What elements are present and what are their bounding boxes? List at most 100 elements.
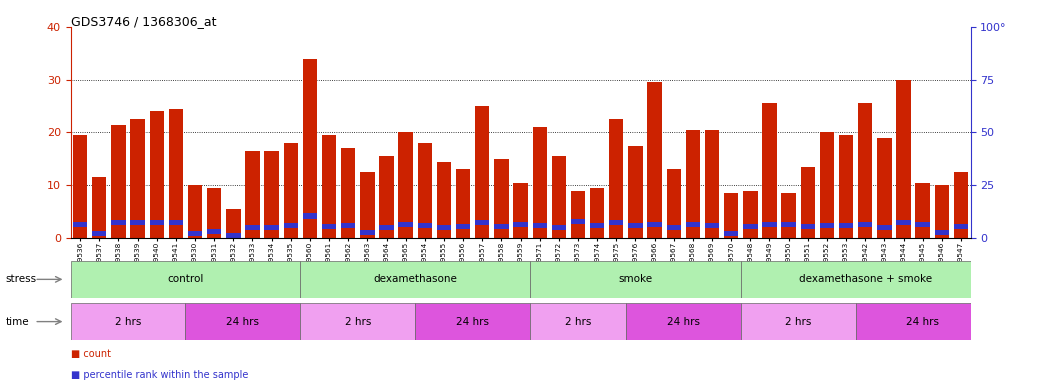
Bar: [514, 183, 527, 238]
Bar: [417, 223, 432, 228]
Bar: [265, 151, 279, 238]
Bar: [188, 231, 202, 237]
Bar: [858, 103, 872, 238]
Bar: [149, 220, 164, 225]
Bar: [686, 130, 700, 238]
Bar: [226, 209, 241, 238]
Bar: [762, 103, 776, 238]
Bar: [934, 230, 949, 235]
Bar: [300, 303, 415, 340]
Bar: [456, 169, 470, 238]
Bar: [131, 220, 144, 225]
Bar: [303, 58, 318, 238]
Bar: [342, 223, 355, 228]
Bar: [551, 225, 566, 230]
Bar: [475, 106, 490, 238]
Bar: [705, 223, 719, 228]
Bar: [226, 233, 241, 238]
Bar: [111, 220, 126, 225]
Bar: [169, 220, 183, 225]
Bar: [705, 130, 719, 238]
Bar: [820, 132, 835, 238]
Text: dexamethasone + smoke: dexamethasone + smoke: [798, 274, 932, 285]
Bar: [417, 143, 432, 238]
Text: time: time: [5, 316, 29, 327]
Bar: [283, 143, 298, 238]
Bar: [73, 135, 87, 238]
Bar: [322, 224, 336, 229]
Bar: [666, 169, 681, 238]
Text: 2 hrs: 2 hrs: [115, 316, 141, 327]
Bar: [437, 225, 452, 230]
Bar: [954, 224, 968, 229]
Bar: [571, 190, 585, 238]
Bar: [782, 193, 796, 238]
Bar: [207, 229, 221, 234]
Text: smoke: smoke: [619, 274, 653, 285]
Bar: [877, 225, 892, 230]
Bar: [590, 223, 604, 228]
Bar: [245, 225, 260, 230]
Bar: [741, 303, 855, 340]
Bar: [207, 188, 221, 238]
Bar: [303, 213, 318, 218]
Bar: [858, 222, 872, 227]
Text: GDS3746 / 1368306_at: GDS3746 / 1368306_at: [71, 15, 216, 28]
Bar: [71, 261, 300, 298]
Bar: [916, 222, 930, 227]
Bar: [741, 261, 989, 298]
Bar: [494, 159, 509, 238]
Bar: [609, 220, 624, 225]
Bar: [686, 222, 700, 227]
Bar: [530, 303, 626, 340]
Bar: [188, 185, 202, 238]
Bar: [590, 188, 604, 238]
Bar: [897, 79, 910, 238]
Bar: [186, 303, 300, 340]
Bar: [723, 193, 738, 238]
Text: 2 hrs: 2 hrs: [785, 316, 812, 327]
Bar: [628, 146, 643, 238]
Text: dexamethasone: dexamethasone: [374, 274, 457, 285]
Bar: [300, 261, 530, 298]
Bar: [265, 225, 279, 230]
Bar: [149, 111, 164, 238]
Bar: [934, 185, 949, 238]
Bar: [379, 156, 393, 238]
Bar: [626, 303, 741, 340]
Bar: [916, 183, 930, 238]
Bar: [800, 224, 815, 229]
Text: stress: stress: [5, 274, 36, 285]
Bar: [743, 224, 758, 229]
Bar: [839, 135, 853, 238]
Bar: [954, 172, 968, 238]
Bar: [245, 151, 260, 238]
Bar: [628, 223, 643, 228]
Bar: [399, 132, 413, 238]
Bar: [283, 223, 298, 228]
Text: 24 hrs: 24 hrs: [666, 316, 700, 327]
Bar: [609, 119, 624, 238]
Bar: [379, 225, 393, 230]
Bar: [71, 303, 186, 340]
Bar: [855, 303, 989, 340]
Bar: [877, 138, 892, 238]
Bar: [782, 222, 796, 227]
Text: ■ percentile rank within the sample: ■ percentile rank within the sample: [71, 370, 248, 380]
Bar: [111, 124, 126, 238]
Bar: [360, 230, 375, 235]
Bar: [437, 162, 452, 238]
Bar: [475, 220, 490, 225]
Bar: [169, 109, 183, 238]
Bar: [839, 223, 853, 228]
Bar: [73, 222, 87, 227]
Text: 24 hrs: 24 hrs: [456, 316, 489, 327]
Bar: [897, 220, 910, 225]
Bar: [456, 224, 470, 229]
Bar: [571, 218, 585, 224]
Bar: [342, 148, 355, 238]
Bar: [532, 223, 547, 228]
Text: ■ count: ■ count: [71, 349, 111, 359]
Bar: [723, 231, 738, 237]
Bar: [820, 223, 835, 228]
